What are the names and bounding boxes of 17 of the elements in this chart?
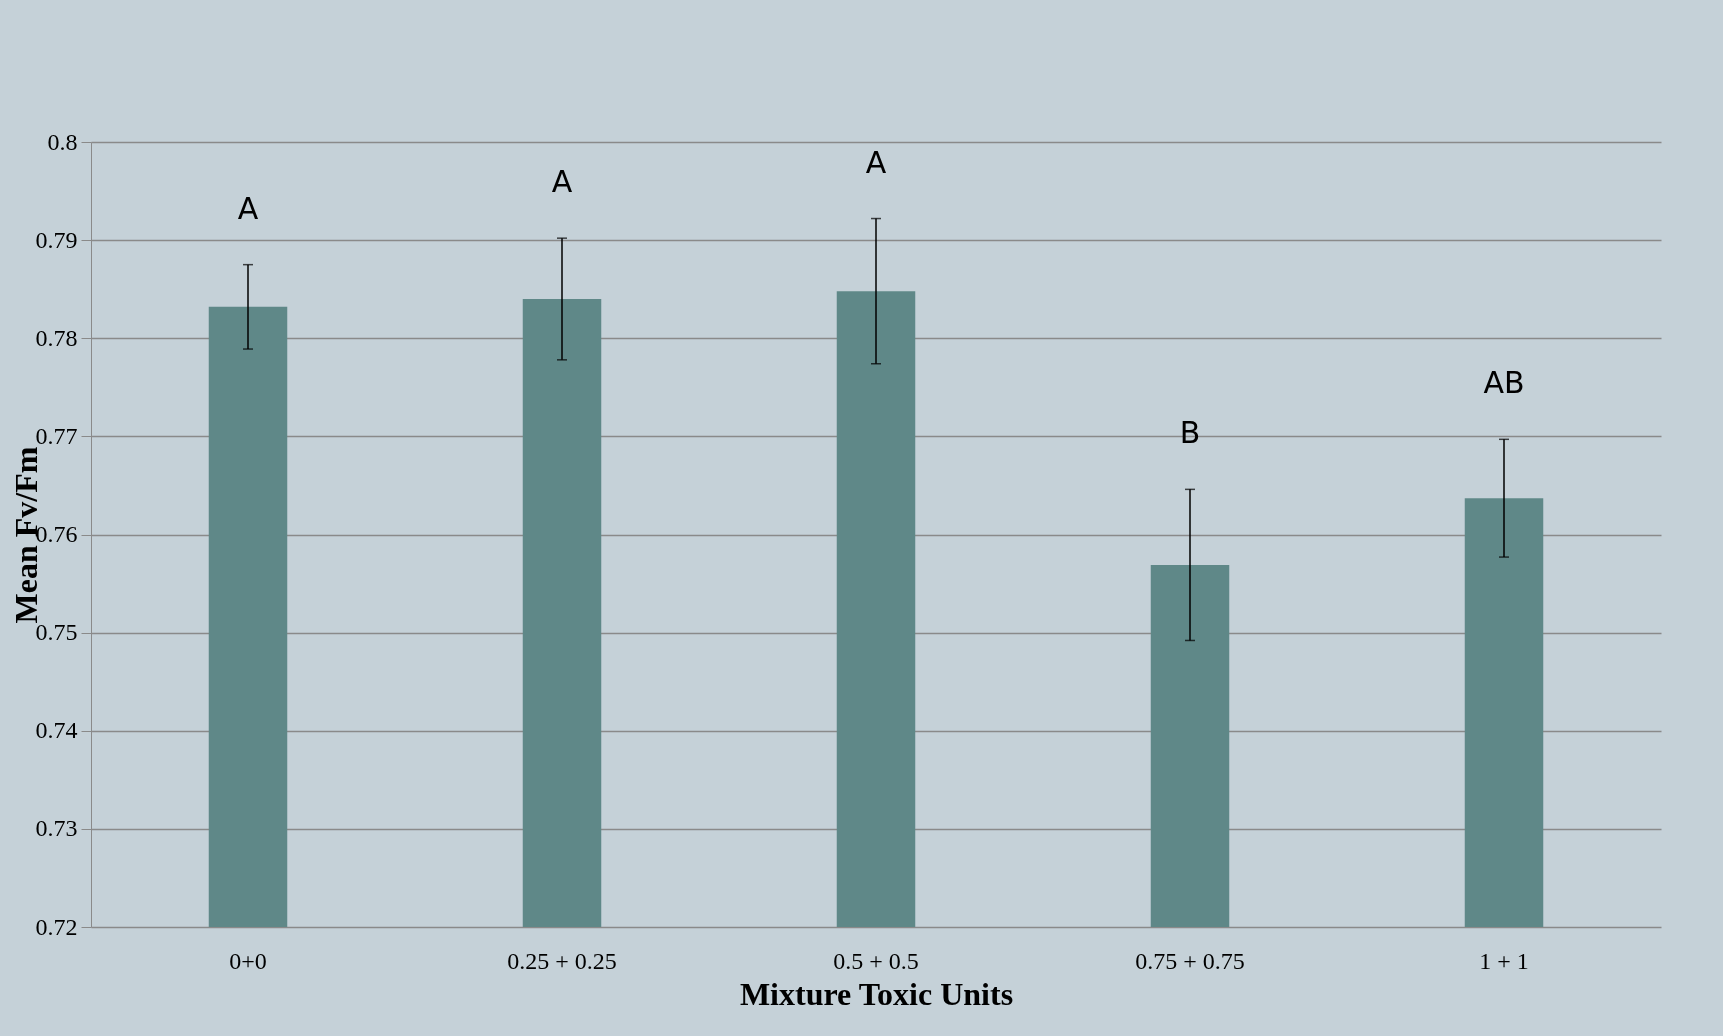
x-axis-title: Mixture Toxic Units (739, 975, 1014, 1012)
x-tick-label: 0.5 + 0.5 (833, 947, 919, 974)
x-tick-label: 0+0 (229, 947, 267, 974)
y-tick-label: 0.74 (35, 717, 78, 744)
y-tick-label: 0.79 (35, 226, 78, 253)
y-tick-label: 0.73 (35, 815, 78, 842)
annotation: B (1179, 415, 1201, 451)
x-tick-label: 0.75 + 0.75 (1135, 947, 1245, 974)
x-tick-label: 1 + 1 (1479, 947, 1529, 974)
x-tick-label: 0.25 + 0.25 (507, 947, 617, 974)
y-tick-label: 0.72 (35, 913, 78, 940)
annotation: A (865, 144, 887, 180)
y-tick-label: 0.8 (47, 128, 78, 155)
annotation: A (237, 190, 259, 226)
y-tick-label: 0.78 (35, 324, 78, 351)
annotation: A (551, 164, 573, 200)
annotation: AB (1483, 365, 1525, 401)
